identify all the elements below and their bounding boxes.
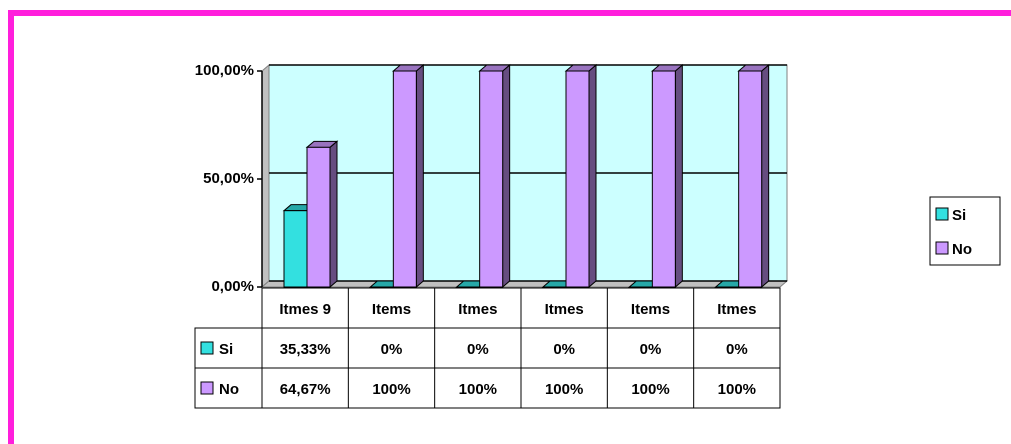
bar	[737, 63, 771, 289]
frame-top	[8, 10, 1011, 16]
table-series-name: Si	[219, 341, 233, 358]
frame-left	[8, 10, 14, 444]
table-value: 100%	[718, 381, 756, 398]
table-key	[200, 341, 214, 355]
table-value: 100%	[631, 381, 669, 398]
side-wall	[261, 63, 270, 289]
table-series-name: No	[219, 381, 239, 398]
x-tick-label: Itmes	[717, 301, 756, 318]
table-value: 100%	[372, 381, 410, 398]
x-tick-label: Items	[631, 301, 670, 318]
y-tick-label: 50,00%	[203, 170, 254, 187]
legend-label: No	[952, 241, 972, 258]
table-value: 0%	[381, 341, 403, 358]
table-value: 0%	[726, 341, 748, 358]
table-value: 100%	[459, 381, 497, 398]
bar	[391, 63, 425, 289]
table-value: 0%	[640, 341, 662, 358]
bar-front	[306, 146, 331, 288]
y-tick-label: 100,00%	[195, 62, 254, 79]
legend-label: Si	[952, 207, 966, 224]
bar	[478, 63, 512, 289]
bar-front	[565, 70, 590, 288]
x-tick-label: Itmes	[458, 301, 497, 318]
bar	[650, 63, 684, 289]
bar-front	[479, 70, 504, 288]
bar-side	[674, 63, 683, 289]
table-value: 0%	[467, 341, 489, 358]
bar-front	[738, 70, 763, 288]
bar-front	[651, 70, 676, 288]
bar-side	[415, 63, 424, 289]
bar-side	[588, 63, 597, 289]
bar	[305, 140, 339, 289]
x-tick-label: Itmes	[545, 301, 584, 318]
table-value: 0%	[553, 341, 575, 358]
table-value: 64,67%	[280, 381, 331, 398]
floor	[260, 280, 789, 288]
legend-key	[935, 207, 949, 221]
legend-key	[935, 241, 949, 255]
bar-side	[329, 140, 338, 289]
table-key	[200, 381, 214, 395]
bar-side	[502, 63, 511, 289]
table-value: 100%	[545, 381, 583, 398]
bar-front	[283, 210, 308, 288]
bar-front	[392, 70, 417, 288]
bar	[564, 63, 598, 289]
x-tick-label: Itmes 9	[279, 301, 331, 318]
table-value: 35,33%	[280, 341, 331, 358]
x-tick-label: Items	[372, 301, 411, 318]
y-tick-label: 0,00%	[211, 278, 254, 295]
bar-side	[761, 63, 770, 289]
